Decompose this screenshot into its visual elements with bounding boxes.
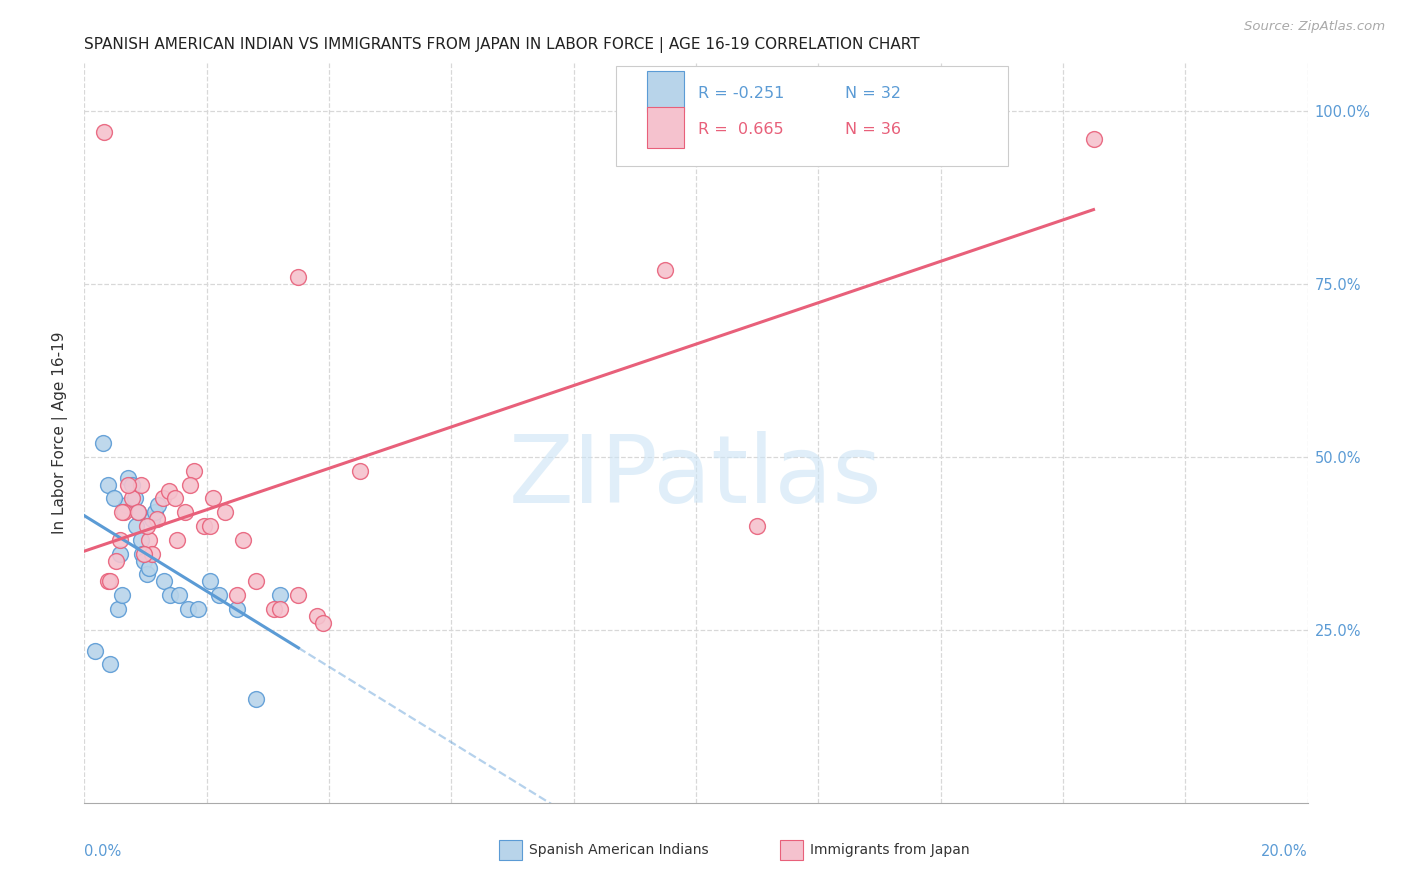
- Point: [97, 477, 120, 491]
- Point: [152, 491, 174, 506]
- Point: [138, 533, 160, 547]
- Point: [269, 602, 291, 616]
- Text: R = -0.251: R = -0.251: [699, 86, 785, 101]
- Text: Spanish American Indians: Spanish American Indians: [529, 843, 709, 857]
- Point: [105, 554, 128, 568]
- Point: [131, 547, 153, 561]
- Point: [146, 498, 169, 512]
- Text: N = 32: N = 32: [845, 86, 901, 101]
- Point: [263, 602, 285, 616]
- Point: [183, 464, 205, 478]
- Point: [127, 505, 149, 519]
- Point: [138, 560, 160, 574]
- Point: [198, 574, 221, 589]
- Point: [121, 491, 143, 506]
- Point: [159, 588, 181, 602]
- Point: [245, 692, 267, 706]
- Point: [124, 491, 146, 506]
- Point: [167, 588, 190, 602]
- Point: [226, 602, 249, 616]
- Point: [305, 609, 328, 624]
- Bar: [647, 107, 683, 147]
- Text: SPANISH AMERICAN INDIAN VS IMMIGRANTS FROM JAPAN IN LABOR FORCE | AGE 16-19 CORR: SPANISH AMERICAN INDIAN VS IMMIGRANTS FR…: [84, 37, 920, 53]
- Point: [98, 657, 121, 672]
- Point: [287, 588, 309, 602]
- Point: [226, 588, 249, 602]
- Point: [97, 574, 120, 589]
- Point: [287, 269, 309, 284]
- Point: [186, 602, 208, 616]
- Text: ZIPatlas: ZIPatlas: [509, 431, 883, 523]
- Y-axis label: In Labor Force | Age 16-19: In Labor Force | Age 16-19: [52, 331, 67, 534]
- Point: [84, 643, 107, 657]
- Point: [111, 588, 134, 602]
- Point: [135, 567, 157, 582]
- Point: [103, 491, 125, 506]
- Point: [312, 615, 335, 630]
- Point: [166, 533, 188, 547]
- Point: [145, 512, 167, 526]
- Point: [117, 470, 139, 484]
- Point: [198, 519, 221, 533]
- Point: [349, 464, 371, 478]
- Point: [201, 491, 224, 506]
- Point: [157, 484, 180, 499]
- Point: [108, 547, 131, 561]
- Point: [112, 505, 135, 519]
- Point: [163, 491, 186, 506]
- Point: [193, 519, 215, 533]
- Point: [121, 477, 143, 491]
- Point: [111, 505, 134, 519]
- Point: [93, 125, 115, 139]
- Text: Immigrants from Japan: Immigrants from Japan: [810, 843, 970, 857]
- Text: R =  0.665: R = 0.665: [699, 121, 785, 136]
- Text: Source: ZipAtlas.com: Source: ZipAtlas.com: [1244, 20, 1385, 33]
- Point: [898, 103, 921, 118]
- Point: [129, 533, 152, 547]
- Bar: [647, 71, 683, 112]
- Point: [174, 505, 197, 519]
- FancyBboxPatch shape: [616, 66, 1008, 166]
- Point: [107, 602, 129, 616]
- Text: 0.0%: 0.0%: [84, 844, 121, 858]
- Point: [141, 547, 163, 561]
- Point: [208, 588, 231, 602]
- Point: [143, 505, 166, 519]
- Point: [98, 574, 121, 589]
- Point: [179, 477, 201, 491]
- Point: [115, 498, 138, 512]
- Point: [127, 505, 149, 519]
- Point: [134, 547, 156, 561]
- Point: [141, 512, 163, 526]
- Point: [1083, 131, 1105, 145]
- Point: [214, 505, 236, 519]
- Point: [91, 436, 114, 450]
- Point: [177, 602, 200, 616]
- Point: [129, 477, 152, 491]
- Point: [135, 519, 157, 533]
- Text: 20.0%: 20.0%: [1261, 844, 1308, 858]
- Point: [134, 554, 156, 568]
- Point: [245, 574, 267, 589]
- Point: [232, 533, 254, 547]
- Text: N = 36: N = 36: [845, 121, 901, 136]
- Point: [654, 263, 676, 277]
- Point: [125, 519, 148, 533]
- Point: [108, 533, 131, 547]
- Point: [117, 477, 139, 491]
- Point: [269, 588, 291, 602]
- Point: [153, 574, 176, 589]
- Point: [747, 519, 769, 533]
